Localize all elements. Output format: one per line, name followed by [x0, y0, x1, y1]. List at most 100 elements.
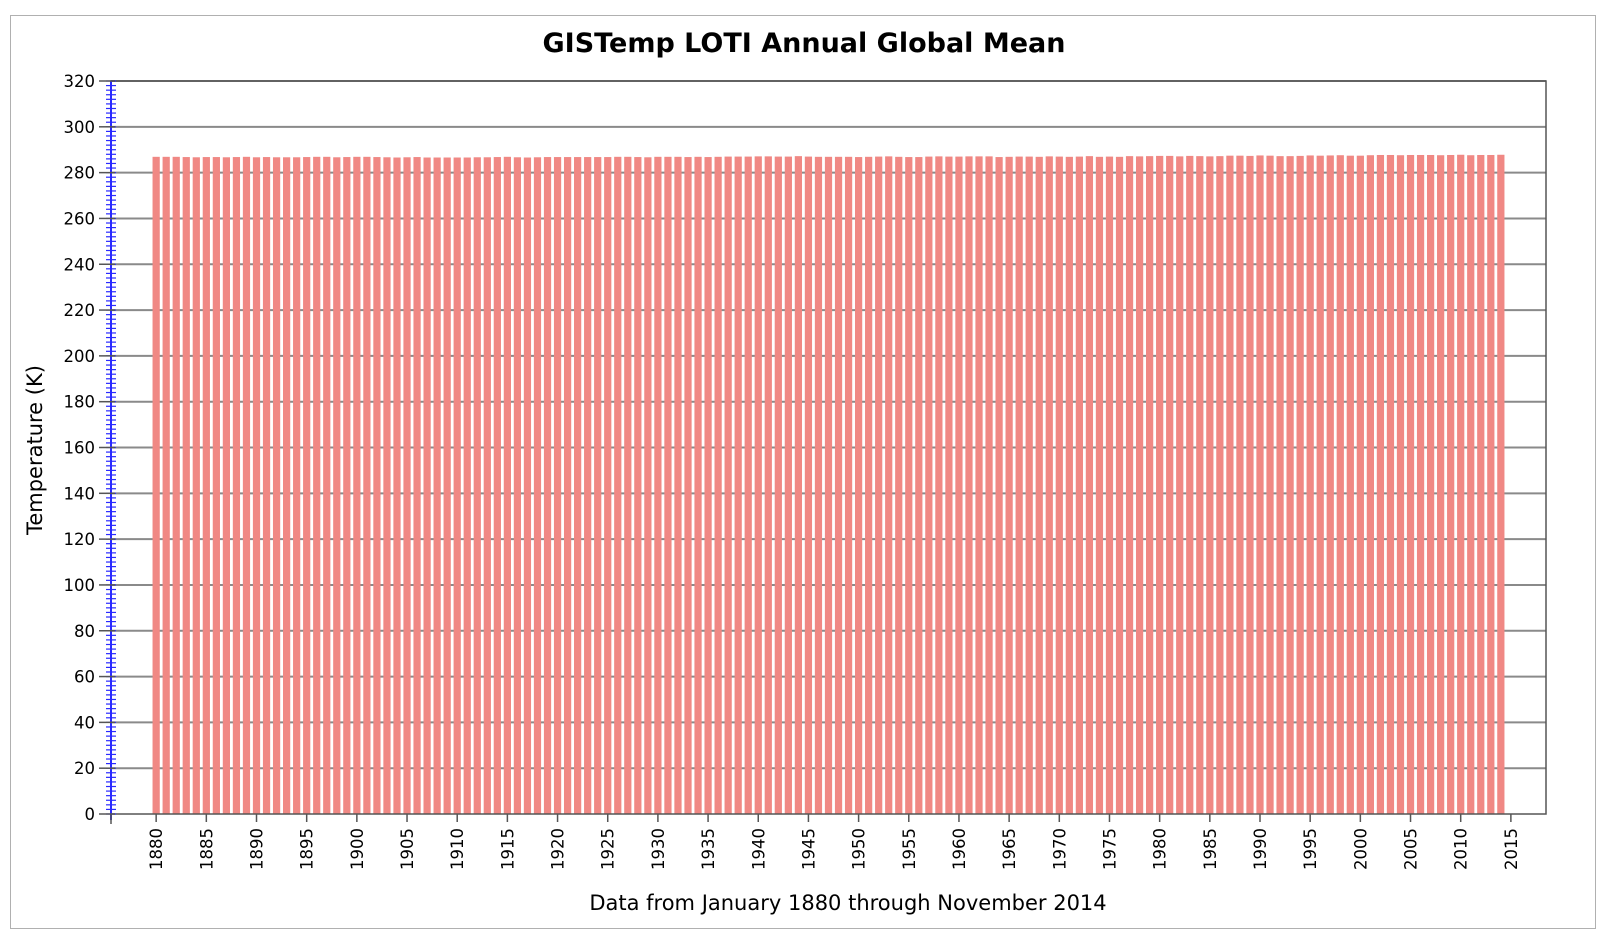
bar [413, 157, 421, 814]
x-tick-label: 1925 [599, 828, 618, 870]
x-tick-label: 1900 [348, 828, 367, 870]
y-tick-label: 0 [85, 805, 96, 824]
bar [162, 156, 170, 814]
bar [1236, 155, 1244, 814]
x-tick-label: 1995 [1301, 828, 1320, 870]
bar [885, 156, 893, 814]
bar [192, 157, 200, 814]
y-tick-label: 320 [64, 72, 96, 91]
bar [1306, 155, 1314, 814]
bar [654, 156, 662, 814]
bar [955, 156, 963, 814]
y-tick-label: 100 [64, 576, 96, 595]
y-ticks: 0 20 40 60 80 100 120 140 160 180 200 220 240 260 280 3… [64, 72, 115, 824]
x-tick-label: 2015 [1502, 828, 1521, 870]
bar [1085, 156, 1094, 814]
bar [533, 157, 542, 814]
x-tick-label: 1985 [1201, 828, 1220, 870]
bar [1206, 156, 1214, 814]
bar [1366, 155, 1375, 814]
bar [1065, 156, 1073, 814]
bar [293, 157, 301, 814]
bar [303, 157, 311, 814]
x-tick-label: 1905 [398, 828, 417, 870]
bar [182, 157, 190, 814]
x-tick-label: 1955 [900, 828, 919, 870]
bar [1246, 155, 1254, 814]
bar [664, 156, 672, 814]
y-tick-label: 120 [64, 530, 96, 549]
bar [1356, 155, 1364, 814]
bar [935, 156, 943, 814]
bar [463, 157, 471, 814]
bar [1426, 154, 1435, 814]
bar [1386, 154, 1395, 814]
bar [232, 157, 241, 814]
x-tick-label: 1990 [1251, 828, 1270, 870]
bar [1075, 156, 1083, 814]
bar [1477, 154, 1485, 814]
bar [503, 156, 511, 814]
y-tick-label: 40 [74, 713, 95, 732]
bar [363, 156, 371, 814]
y-tick-label: 180 [64, 393, 96, 412]
bar [1135, 156, 1144, 814]
bar [824, 156, 833, 814]
bar [674, 156, 682, 814]
x-tick-label: 1895 [298, 828, 317, 870]
bar [1095, 156, 1104, 814]
y-tick-label: 80 [74, 622, 95, 641]
bar [704, 157, 712, 814]
x-tick-label: 1920 [549, 828, 568, 870]
bar [353, 156, 361, 814]
x-tick-label: 1880 [147, 828, 166, 870]
bar [804, 156, 813, 814]
x-tick-label: 1930 [649, 828, 668, 870]
x-tick-label: 1890 [248, 828, 267, 870]
x-tick-label: 1950 [850, 828, 869, 870]
bar [754, 156, 762, 814]
bars [152, 154, 1505, 814]
bar [1437, 155, 1445, 814]
bar [1166, 155, 1174, 814]
x-tick-label: 2010 [1452, 828, 1471, 870]
bar [875, 156, 883, 814]
x-tick-label: 1885 [197, 828, 216, 870]
bar [333, 157, 341, 814]
x-tick-label: 1970 [1050, 828, 1069, 870]
bar [242, 156, 251, 814]
bar [865, 156, 873, 814]
bar [574, 157, 582, 814]
bar [543, 157, 552, 814]
bar [282, 157, 291, 814]
bar [373, 157, 381, 814]
y-tick-label: 220 [64, 301, 96, 320]
bar [644, 157, 652, 814]
bar [202, 157, 210, 814]
x-tick-label: 1935 [699, 828, 718, 870]
bar [1336, 155, 1344, 814]
bar [453, 157, 461, 814]
bar [1447, 154, 1455, 814]
bar [1125, 156, 1134, 814]
bar [1497, 154, 1505, 814]
bar [895, 156, 903, 814]
bar [584, 157, 592, 814]
x-tick-label: 1915 [498, 828, 517, 870]
y-tick-label: 160 [64, 439, 96, 458]
bar [1457, 154, 1465, 814]
bar [152, 156, 160, 814]
bar [423, 157, 431, 814]
bar [744, 156, 752, 814]
bar [172, 156, 180, 814]
x-axis-label: Data from January 1880 through November … [589, 891, 1106, 915]
bar [1226, 155, 1234, 814]
bar [724, 156, 732, 814]
bar [1156, 155, 1164, 814]
bar [1406, 154, 1415, 814]
bar [1196, 156, 1204, 814]
bar [212, 157, 220, 814]
bar [1416, 154, 1425, 814]
bar [594, 157, 602, 814]
bar [945, 156, 953, 814]
